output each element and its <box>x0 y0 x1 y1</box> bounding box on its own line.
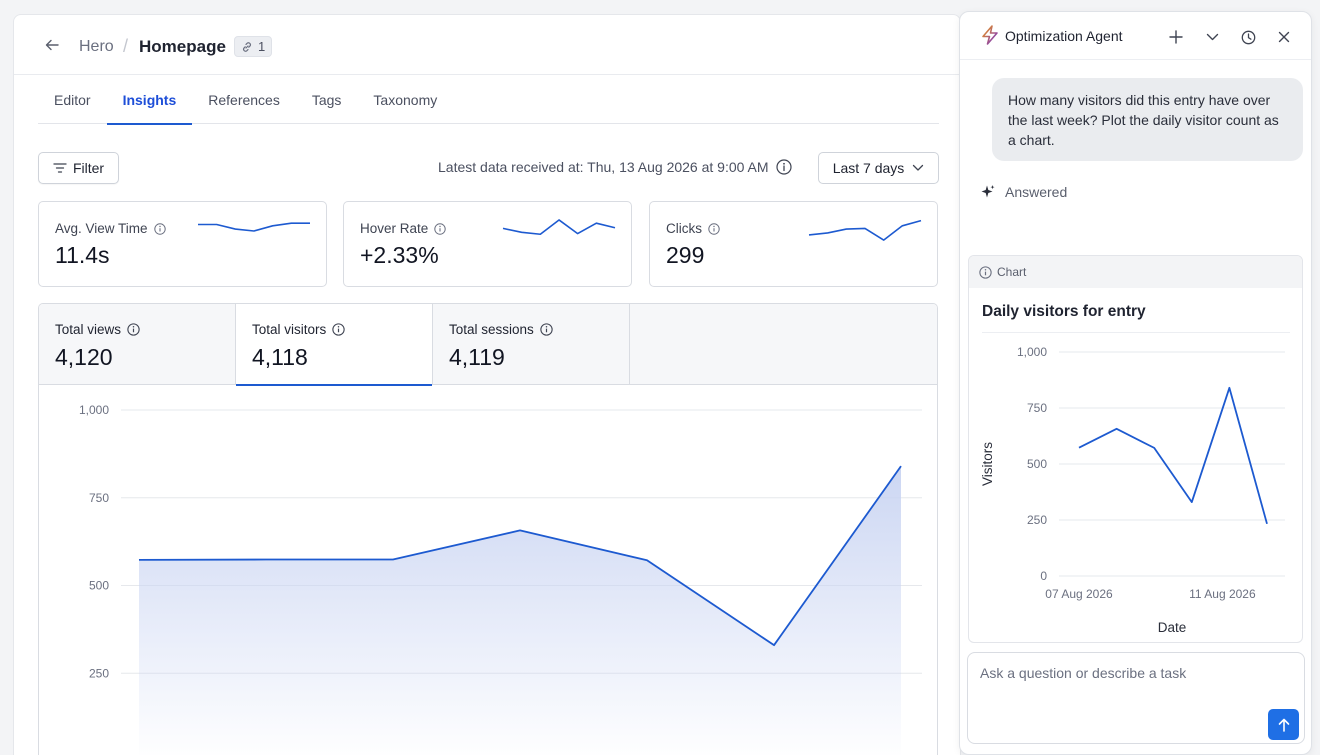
y-tick-label: 500 <box>89 579 109 593</box>
sparkline-line <box>808 219 922 241</box>
stat-tabs: Total views 4,120 Total visitors 4,118 T… <box>39 304 937 386</box>
chart-title: Daily visitors for entry <box>982 303 1146 320</box>
kpi-value: +2.33% <box>360 242 439 268</box>
y-tick-label: 750 <box>89 491 109 505</box>
y-tick-label: 250 <box>1027 513 1047 527</box>
plus-icon[interactable] <box>1166 27 1186 47</box>
kpi-card-avg-view-time: Avg. View Time 11.4s <box>38 201 327 287</box>
y-tick-label: 1,000 <box>79 403 109 417</box>
y-tick-label: 500 <box>1027 457 1047 471</box>
tab-tags[interactable]: Tags <box>311 92 342 108</box>
kpi-card-clicks: Clicks 299 <box>649 201 938 287</box>
kpi-label: Hover Rate <box>360 221 429 236</box>
agent-prompt-input[interactable] <box>980 665 1260 705</box>
tab-editor[interactable]: Editor <box>54 92 91 108</box>
y-tick-label: 750 <box>1027 401 1047 415</box>
info-icon[interactable] <box>708 222 720 235</box>
optimization-agent-panel: Optimization Agent How many visitors did… <box>959 11 1312 755</box>
info-icon[interactable] <box>434 222 446 235</box>
close-icon[interactable] <box>1274 27 1294 47</box>
kpi-label: Avg. View Time <box>55 221 148 236</box>
status-label: Answered <box>1005 184 1068 200</box>
x-tick-label: 07 Aug 2026 <box>1045 587 1113 601</box>
breadcrumb-separator: / <box>123 36 129 56</box>
bolt-icon <box>981 25 999 50</box>
stats-panel: Total views 4,120 Total visitors 4,118 T… <box>38 303 938 755</box>
tab-insights[interactable]: Insights <box>106 76 193 125</box>
stat-label: Total sessions <box>449 322 534 337</box>
history-icon[interactable] <box>1238 27 1258 47</box>
kpi-sparkline <box>198 222 310 232</box>
stat-value: 4,118 <box>252 344 308 370</box>
answer-status: Answered <box>980 184 1067 200</box>
user-message: How many visitors did this entry have ov… <box>992 78 1303 161</box>
arrow-up-icon <box>1278 718 1289 732</box>
breadcrumb-parent[interactable]: Hero <box>79 38 114 55</box>
info-icon <box>979 265 992 279</box>
agent-prompt-box <box>967 652 1305 744</box>
kpi-label: Clicks <box>666 221 702 236</box>
info-icon[interactable] <box>153 222 166 235</box>
x-tick-label: 11 Aug 2026 <box>1189 587 1256 601</box>
tab-references[interactable]: References <box>208 92 280 108</box>
link-icon <box>243 41 251 52</box>
chart-card-label: Chart <box>997 265 1027 279</box>
kpi-card-hover-rate: Hover Rate +2.33% <box>343 201 632 287</box>
stat-value: 4,119 <box>449 344 505 370</box>
chevron-down-icon <box>913 164 924 171</box>
date-range-select[interactable]: Last 7 days <box>818 152 939 184</box>
filter-label: Filter <box>72 160 105 176</box>
area-fill <box>139 466 901 755</box>
series-line <box>1078 386 1268 525</box>
chart-card: Chart Daily visitors for entry 0 250 500 75… <box>968 255 1303 643</box>
daily-visitors-chart: 0 250 500 750 1,000 07 Aug 2026 11 Aug 2026 Dat… <box>980 345 1285 635</box>
info-icon[interactable] <box>775 159 792 175</box>
kpi-sparkline <box>502 219 616 236</box>
y-tick-label: 0 <box>1040 569 1047 583</box>
sparkline-line <box>502 219 616 236</box>
agent-title: Optimization Agent <box>1005 28 1123 44</box>
stat-label: Total views <box>55 322 122 337</box>
tab-taxonomy[interactable]: Taxonomy <box>373 92 438 108</box>
latest-data-text: Latest data received at: Thu, 13 Aug 202… <box>438 159 769 175</box>
stat-tab-total-visitors[interactable]: Total visitors 4,118 <box>236 304 433 386</box>
filter-button[interactable]: Filter <box>38 152 119 184</box>
tab-bar: Editor Insights References Tags Taxonomy <box>38 76 939 125</box>
page-title: Homepage <box>139 37 226 56</box>
x-axis-label: Date <box>1158 620 1187 635</box>
sparkline-line <box>198 222 310 232</box>
info-icon[interactable] <box>127 323 140 336</box>
send-button[interactable] <box>1268 709 1299 740</box>
link-count: 1 <box>258 39 266 54</box>
y-tick-label: 250 <box>89 666 109 680</box>
agent-header: Optimization Agent <box>960 12 1311 60</box>
sparkle-icon <box>981 185 995 198</box>
stat-tab-total-views[interactable]: Total views 4,120 <box>39 304 236 385</box>
y-axis-label: Visitors <box>980 442 995 486</box>
divider <box>982 332 1290 333</box>
kpi-value: 299 <box>666 242 705 268</box>
kpi-sparkline <box>808 219 922 241</box>
insights-panel: Hero / Homepage 1 Editor Insights Refere… <box>13 14 961 755</box>
stat-tab-total-sessions[interactable]: Total sessions 4,119 <box>433 304 630 385</box>
stat-label: Total visitors <box>252 322 327 337</box>
info-icon[interactable] <box>332 323 345 336</box>
filter-icon <box>53 163 67 173</box>
y-tick-label: 1,000 <box>1017 345 1047 359</box>
latest-data-info: Latest data received at: Thu, 13 Aug 202… <box>438 159 792 175</box>
stat-value: 4,120 <box>55 344 113 370</box>
references-badge[interactable]: 1 <box>234 36 273 57</box>
chevron-down-icon[interactable] <box>1202 27 1222 47</box>
back-arrow-icon[interactable] <box>44 37 60 58</box>
date-range-label: Last 7 days <box>832 160 905 176</box>
info-icon[interactable] <box>540 323 553 336</box>
kpi-value: 11.4s <box>55 242 110 268</box>
chart-card-header: Chart <box>969 256 1302 288</box>
top-bar: Hero / Homepage 1 <box>14 15 960 75</box>
